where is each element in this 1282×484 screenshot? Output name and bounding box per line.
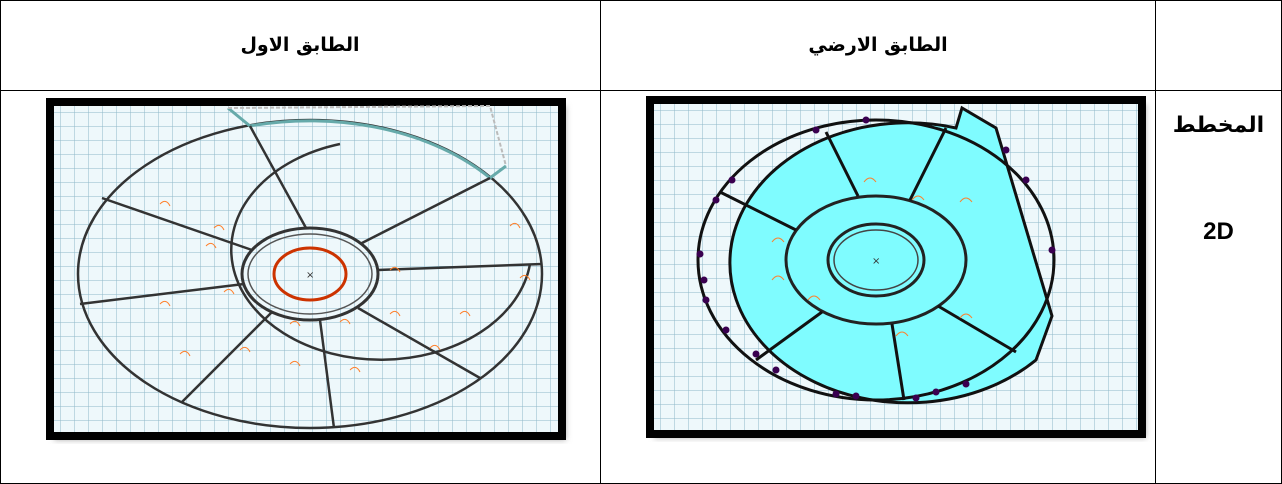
header-first-floor: الطابق الاول — [240, 34, 360, 56]
table-border-left — [0, 0, 1, 484]
table-column-divider — [1155, 0, 1156, 484]
first-floor-drawing: × — [76, 104, 544, 430]
plan-frame — [46, 98, 566, 440]
row-label-2d: 2D — [1203, 218, 1234, 245]
table-row-divider — [0, 90, 1282, 91]
ground-floor-drawing: × — [696, 105, 1056, 405]
svg-text:×: × — [872, 256, 880, 267]
plan-frame — [646, 96, 1146, 438]
header-empty — [1156, 0, 1281, 90]
first-floor-plan: × — [46, 98, 566, 440]
ground-floor-plan: × — [646, 96, 1146, 438]
table-border-top — [0, 0, 1282, 1]
header-ground-floor: الطابق الارضي — [808, 34, 948, 56]
table-column-divider — [600, 0, 601, 484]
row-label-plan: المخطط — [1172, 113, 1265, 138]
svg-text:×: × — [306, 270, 314, 281]
